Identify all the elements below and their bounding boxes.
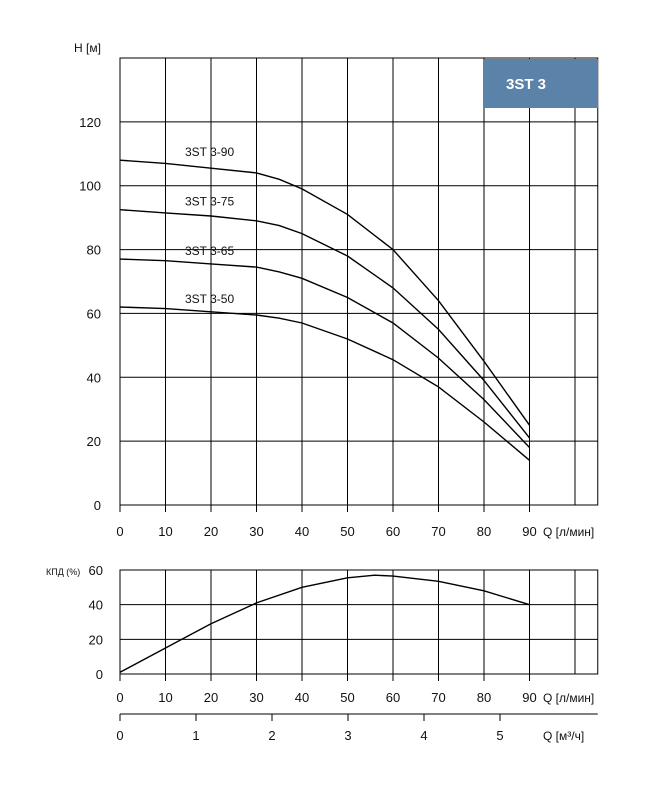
head-x-tick-label: 30 [249,524,263,539]
head-x-tick-label: 80 [477,524,491,539]
head-chart: 0 10 20 30 40 50 60 70 80 90 0 20 40 60 80 100 120 H [м] Q… [74,41,599,539]
eff-x-tick-label: 40 [295,690,309,705]
model-badge: 3ST 3 [483,59,598,108]
eff-plot-frame [119,569,599,675]
head-y-axis-label: H [м] [74,41,101,55]
head-y-tick-label: 100 [79,179,101,194]
head-x-axis-label: Q [л/мин] [543,525,594,539]
model-badge-label: 3ST 3 [506,76,546,93]
head-y-tick-label: 60 [87,306,101,321]
eff-y-axis-label: КПД (%) [46,567,80,577]
head-x-tick-label: 50 [340,524,354,539]
flow-m3h-axis-label: Q [м³/ч] [543,729,584,743]
head-curve-3 [119,258,531,448]
eff-y-tick-label: 0 [96,667,103,682]
model-badge-background [483,59,598,108]
head-y-tick-label: 0 [94,498,101,513]
eff-x-tick-label: 30 [249,690,263,705]
head-curve-label-3: 3ST 3-65 [185,244,234,258]
head-x-tick-label: 0 [116,524,123,539]
eff-x-tick-label: 50 [340,690,354,705]
flow-m3h-tick-label: 1 [192,728,199,743]
eff-x-tick-label: 10 [158,690,172,705]
head-plot-frame [119,57,599,506]
head-curve-label-2: 3ST 3-75 [185,195,234,209]
head-x-tick-label: 40 [295,524,309,539]
eff-x-tick-label: 0 [116,690,123,705]
eff-x-tick-label: 80 [477,690,491,705]
head-curve-4 [119,306,530,461]
efficiency-chart: 0 10 20 30 40 50 60 70 80 90 0 20 40 60 КПД (%) Q [л/ми… [46,563,599,705]
head-x-tick-label: 70 [431,524,445,539]
eff-y-tick-label: 20 [89,632,103,647]
head-y-tick-label: 80 [87,243,101,258]
eff-x-tick-label: 20 [204,690,218,705]
eff-y-tick-label: 60 [89,563,103,578]
flow-m3h-tick-label: 2 [268,728,275,743]
head-y-tick-label: 20 [87,434,101,449]
eff-x-axis-label: Q [л/мин] [543,691,594,705]
head-y-tick-label: 120 [79,115,101,130]
head-x-tick-label: 90 [522,524,536,539]
efficiency-curve [119,574,530,673]
head-x-tick-label: 20 [204,524,218,539]
head-curve-label-4: 3ST 3-50 [185,292,234,306]
head-curve-2 [119,209,531,439]
eff-x-tick-label: 70 [431,690,445,705]
head-x-tick-label: 60 [386,524,400,539]
head-y-tick-label: 40 [87,370,101,385]
head-x-tick-label: 10 [158,524,172,539]
flow-m3h-tick-label: 3 [344,728,351,743]
flow-m3h-axis: 0 1 2 3 4 5 Q [м³/ч] [116,713,598,743]
eff-y-tick-label: 40 [89,598,103,613]
flow-m3h-tick-label: 0 [116,728,123,743]
eff-x-tick-label: 90 [522,690,536,705]
eff-x-tick-label: 60 [386,690,400,705]
head-curve-1 [119,159,531,426]
flow-m3h-tick-label: 5 [496,728,503,743]
flow-m3h-tick-label: 4 [420,728,427,743]
head-curve-label-1: 3ST 3-90 [185,145,234,159]
